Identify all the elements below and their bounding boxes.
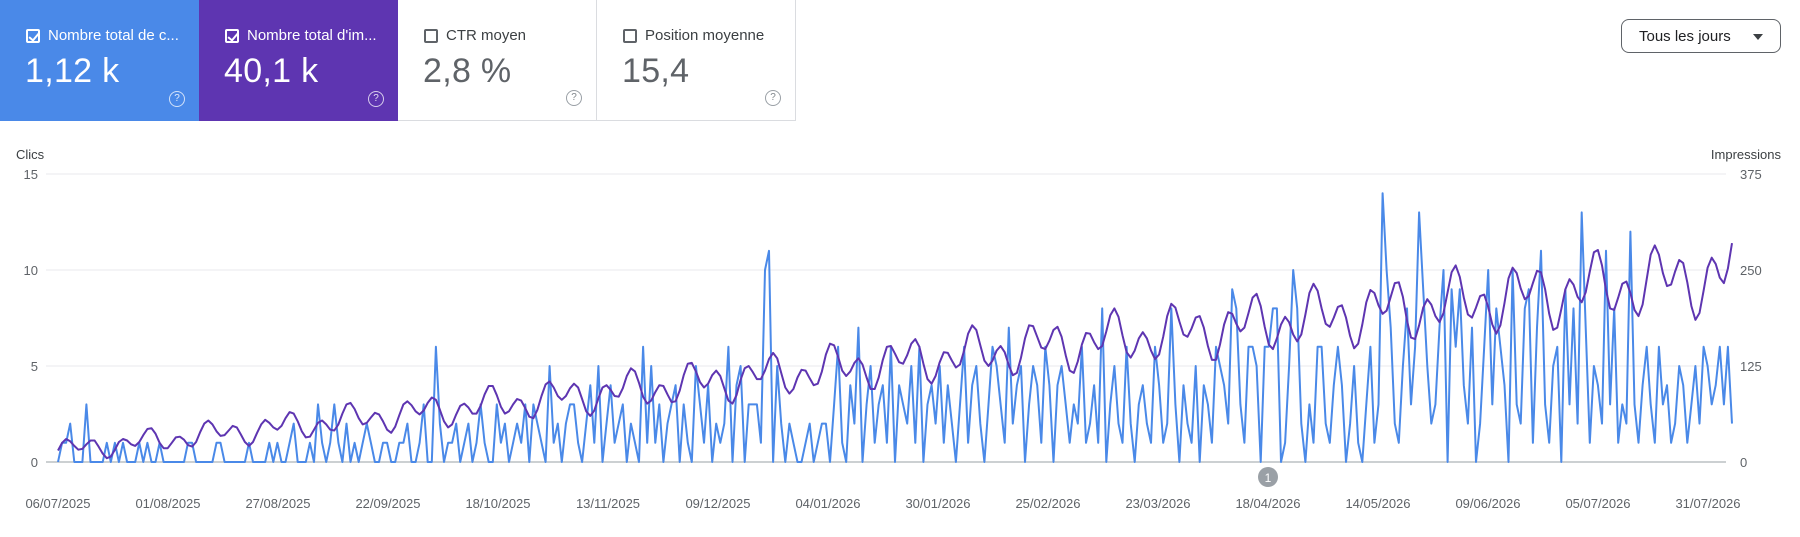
y-tick-left: 0 <box>31 455 38 470</box>
x-tick-label: 30/01/2026 <box>905 496 970 511</box>
x-tick-label: 04/01/2026 <box>795 496 860 511</box>
y-axis-left-title: Clics <box>16 147 45 162</box>
x-tick-label: 23/03/2026 <box>1125 496 1190 511</box>
series-line-impressions <box>57 242 1733 460</box>
help-icon[interactable]: ? <box>765 90 781 106</box>
tile-average-ctr[interactable]: CTR moyen 2,8 % ? <box>398 0 597 121</box>
y-tick-right: 250 <box>1740 263 1762 278</box>
x-tick-label: 13/11/2025 <box>576 496 640 511</box>
x-tick-label: 18/10/2025 <box>465 496 530 511</box>
checkbox-unchecked-icon[interactable] <box>424 28 438 43</box>
y-tick-left: 5 <box>31 359 38 374</box>
tile-label-wrap: CTR moyen <box>424 27 526 44</box>
tile-label-wrap: Nombre total d'im... <box>225 27 377 44</box>
tile-value: 1,12 k <box>25 52 120 90</box>
tile-average-position[interactable]: Position moyenne 15,4 ? <box>597 0 796 121</box>
tile-label-wrap: Nombre total de c... <box>26 27 179 44</box>
x-tick-label: 25/02/2026 <box>1015 496 1080 511</box>
help-icon[interactable]: ? <box>566 90 582 106</box>
tile-label: CTR moyen <box>446 27 527 44</box>
x-tick-label: 09/06/2026 <box>1455 496 1520 511</box>
y-tick-right: 0 <box>1740 455 1747 470</box>
checkbox-checked-icon[interactable] <box>225 28 239 43</box>
x-tick-label: 09/12/2025 <box>685 496 750 511</box>
x-tick-label: 01/08/2025 <box>135 496 200 511</box>
checkbox-checked-icon[interactable] <box>26 28 40 43</box>
y-axis-right-title: Impressions <box>1711 147 1782 162</box>
tile-value: 40,1 k <box>224 52 319 90</box>
x-tick-label: 27/08/2025 <box>245 496 310 511</box>
x-tick-label: 22/09/2025 <box>355 496 420 511</box>
tile-label: Position moyenne <box>645 27 765 44</box>
x-tick-label: 18/04/2026 <box>1235 496 1300 511</box>
x-tick-label: 14/05/2026 <box>1345 496 1410 511</box>
y-tick-right: 375 <box>1740 167 1762 182</box>
y-tick-right: 125 <box>1740 359 1762 374</box>
x-tick-label: 31/07/2026 <box>1675 496 1740 511</box>
tile-label-wrap: Position moyenne <box>623 27 764 44</box>
tile-value: 2,8 % <box>423 52 512 90</box>
metric-tiles: Nombre total de c... 1,12 k ? Nombre tot… <box>0 0 796 121</box>
help-icon[interactable]: ? <box>169 91 185 107</box>
x-tick-label: 05/07/2026 <box>1565 496 1630 511</box>
y-tick-left: 15 <box>24 167 38 182</box>
checkbox-unchecked-icon[interactable] <box>623 28 637 43</box>
annotation-marker <box>1258 467 1278 487</box>
tile-total-clicks[interactable]: Nombre total de c... 1,12 k ? <box>0 0 199 121</box>
series-line-clics <box>57 192 1733 463</box>
caret-down-icon <box>1753 34 1763 40</box>
annotation-label: 1 <box>1265 471 1272 485</box>
tile-value: 15,4 <box>622 52 690 90</box>
y-tick-left: 10 <box>24 263 38 278</box>
tile-label: Nombre total de c... <box>48 27 179 44</box>
tile-label: Nombre total d'im... <box>247 27 377 44</box>
tile-total-impressions[interactable]: Nombre total d'im... 40,1 k ? <box>199 0 398 121</box>
x-tick-label: 06/07/2025 <box>25 496 90 511</box>
help-icon[interactable]: ? <box>368 91 384 107</box>
period-dropdown-label: Tous les jours <box>1639 28 1731 45</box>
period-dropdown[interactable]: Tous les jours <box>1621 19 1781 53</box>
